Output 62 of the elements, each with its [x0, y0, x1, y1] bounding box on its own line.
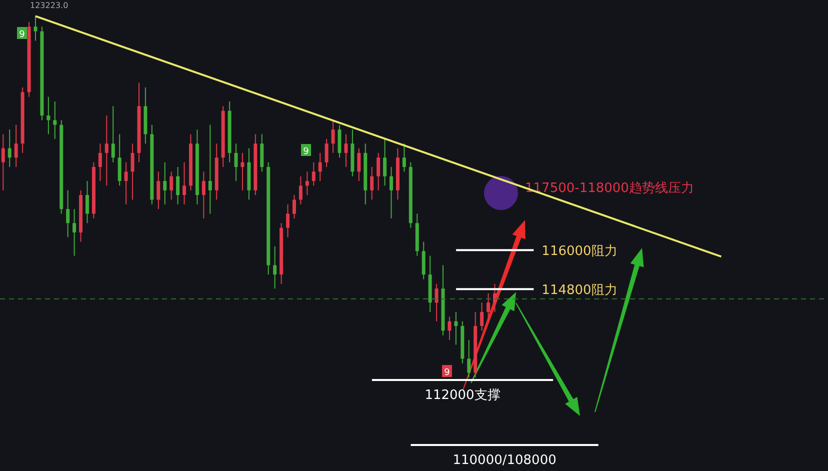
- annotation: 9: [19, 30, 26, 40]
- candlestick: [298, 176, 302, 205]
- candlestick: [130, 143, 134, 200]
- ref-line-label: 114800阻力: [542, 283, 618, 298]
- ref-line-label: 116000阻力: [542, 244, 618, 260]
- candlestick: [34, 14, 38, 42]
- candlestick: [1, 134, 5, 191]
- candlestick: [376, 152, 380, 191]
- candlestick: [66, 190, 70, 238]
- annotation: 9: [303, 147, 310, 157]
- candlestick: [318, 152, 322, 182]
- candlestick: [234, 143, 238, 182]
- candlestick: [357, 148, 361, 182]
- badge-icon: 9: [442, 365, 452, 378]
- candlestick: [46, 96, 50, 135]
- candlestick: [286, 204, 290, 238]
- candlestick: [448, 316, 452, 341]
- candlestick: [182, 162, 186, 205]
- candlestick: [72, 208, 76, 256]
- candlestick: [331, 120, 335, 154]
- candlestick: [383, 138, 387, 186]
- candlestick: [111, 106, 115, 163]
- candlestick: [260, 134, 264, 172]
- candlestick: [486, 292, 490, 322]
- badge-icon: 9: [17, 27, 27, 40]
- candlestick: [98, 143, 102, 182]
- badge-icon: 9: [301, 144, 311, 157]
- annotation: 123223.0: [30, 1, 68, 10]
- candlestick: [202, 171, 206, 219]
- candlestick: [305, 171, 309, 196]
- candlestick: [292, 194, 296, 219]
- candlestick: [390, 166, 394, 219]
- candlestick: [156, 171, 160, 210]
- candlestick: [170, 171, 174, 200]
- candlestick: [493, 283, 497, 312]
- candlestick: [104, 115, 108, 186]
- candlestick: [344, 134, 348, 168]
- candlestick: [176, 166, 180, 205]
- candlestick: [85, 180, 89, 224]
- candlestick: [14, 124, 18, 168]
- candlestick: [434, 283, 438, 322]
- candlestick: [53, 100, 57, 140]
- candlestick: [8, 129, 12, 168]
- candlestick: [370, 166, 374, 200]
- candlestick: [338, 124, 342, 158]
- candlestick: [454, 311, 458, 346]
- candlestick: [208, 124, 212, 214]
- candlestick: [273, 246, 277, 290]
- candlestick: [324, 138, 328, 168]
- candlestick: [480, 302, 484, 332]
- annotation: 117500-118000趋势线压力: [525, 181, 694, 196]
- candlestick: [467, 340, 471, 378]
- candlestick: [118, 134, 122, 186]
- ref-line-label: 112000支撑: [424, 388, 500, 404]
- candlestick: [422, 241, 426, 280]
- candlestick: [163, 162, 167, 205]
- annotation: 9: [444, 368, 450, 378]
- candlestick: [312, 162, 316, 186]
- candlestick: [240, 152, 244, 191]
- candlestick: [124, 162, 128, 205]
- candlestick: [402, 143, 406, 172]
- ref-line-label: 110000/108000: [452, 453, 556, 468]
